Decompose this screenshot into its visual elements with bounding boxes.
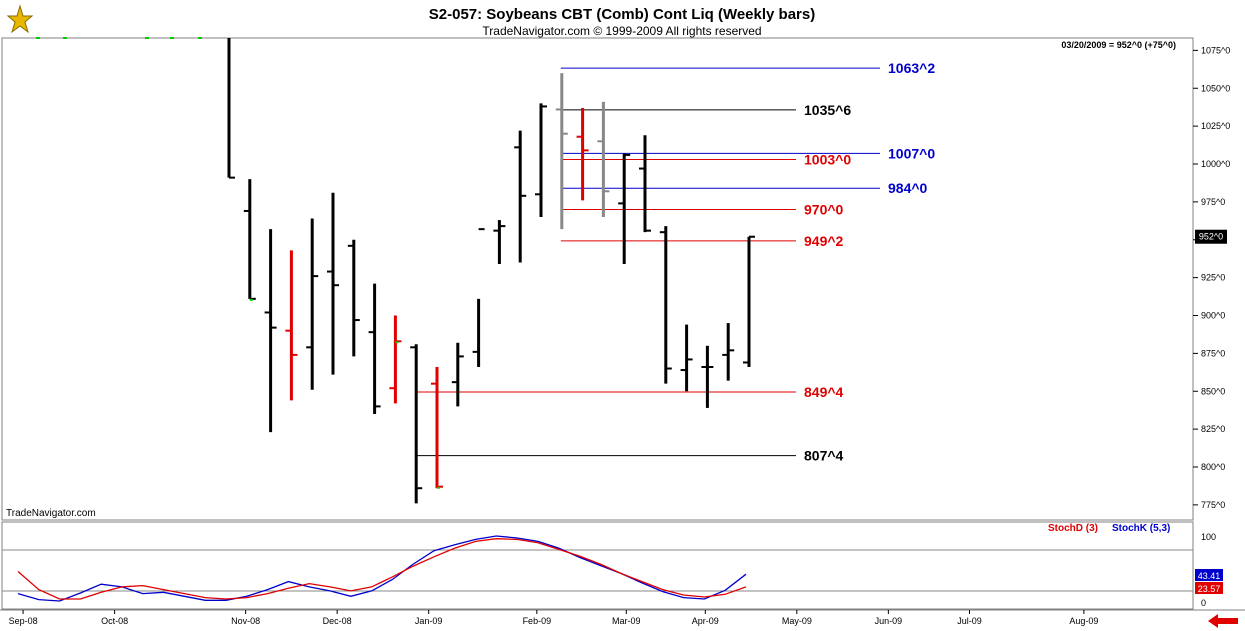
level-label: 1035^6	[804, 102, 851, 118]
stoch-d-value: 23.57	[1198, 584, 1221, 594]
level-label: 970^0	[804, 201, 844, 217]
date-label: Jun-09	[875, 616, 903, 626]
date-label: Sep-08	[9, 616, 38, 626]
level-label: 984^0	[888, 180, 928, 196]
stoch-d-legend: StochD (3)	[1048, 523, 1098, 534]
price-tick-label: 875^0	[1201, 348, 1225, 358]
stoch-value-badges: 43.41 23.57	[1195, 569, 1223, 594]
last-price-label: 952^0	[1199, 232, 1223, 242]
level-label: 807^4	[804, 448, 844, 464]
stoch-tick-label: 0	[1201, 598, 1206, 608]
price-tick-label: 900^0	[1201, 311, 1225, 321]
price-tick-label: 800^0	[1201, 462, 1225, 472]
levels-group: 1063^2 1035^6 1007^0 1003^0 984^0 970^0 949^2 8…	[415, 60, 935, 464]
date-axis: Aug-08Sep-08Oct-08Nov-08Dec-08Jan-09Feb-…	[9, 610, 1098, 626]
date-label: Oct-08	[101, 616, 128, 626]
price-tick-label: 1075^0	[1201, 45, 1230, 55]
stoch-k-value: 43.41	[1198, 571, 1221, 581]
price-tick-label: 850^0	[1201, 386, 1225, 396]
date-label: Jul-09	[957, 616, 982, 626]
stochastic-panel	[1, 521, 1194, 610]
last-price-marker: 952^0	[1195, 229, 1227, 244]
stoch-k-legend: StochK (5,3)	[1112, 523, 1170, 534]
level-label: 1007^0	[888, 145, 935, 161]
price-tick-label: 775^0	[1201, 500, 1225, 510]
price-tick-label: 825^0	[1201, 424, 1225, 434]
date-label: Nov-08	[231, 616, 260, 626]
bars-group	[36, 37, 755, 504]
chart-subtitle: TradeNavigator.com © 1999-2009 All right…	[482, 24, 761, 38]
date-label: Dec-08	[323, 616, 352, 626]
date-label: Feb-09	[523, 616, 552, 626]
level-label: 1003^0	[804, 151, 851, 167]
info-readout: 03/20/2009 = 952^0 (+75^0)	[1061, 40, 1176, 50]
price-panel	[1, 37, 1194, 521]
price-tick-label: 1000^0	[1201, 159, 1230, 169]
price-tick-label: 1025^0	[1201, 121, 1230, 131]
price-tick-label: 1050^0	[1201, 83, 1230, 93]
date-label: Mar-09	[612, 616, 641, 626]
level-label: 849^4	[804, 384, 844, 400]
logo	[5, 4, 35, 34]
date-label: Aug-09	[1069, 616, 1098, 626]
chart-title: S2-057: Soybeans CBT (Comb) Cont Liq (We…	[429, 6, 815, 23]
date-label: Jan-09	[415, 616, 443, 626]
price-tick-label: 975^0	[1201, 197, 1225, 207]
stoch-d-line	[17, 538, 747, 600]
watermark: TradeNavigator.com	[6, 508, 96, 519]
date-label: May-09	[782, 616, 812, 626]
date-label: Apr-09	[692, 616, 719, 626]
level-label: 949^2	[804, 233, 844, 249]
scroll-left-arrow[interactable]	[1208, 614, 1238, 628]
level-label: 1063^2	[888, 60, 935, 76]
stoch-tick-label: 100	[1201, 532, 1216, 542]
price-tick-label: 925^0	[1201, 273, 1225, 283]
